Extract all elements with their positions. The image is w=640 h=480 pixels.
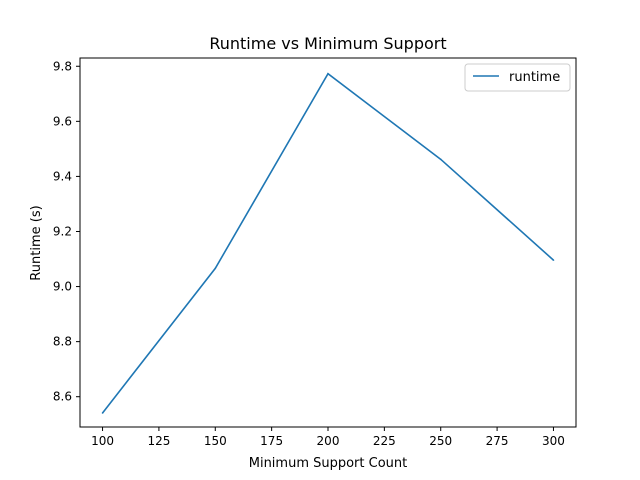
runtime-data-point bbox=[439, 158, 442, 161]
y-tick-label: 9.4 bbox=[53, 169, 72, 183]
x-tick-label: 300 bbox=[542, 434, 565, 448]
runtime-data-point bbox=[101, 412, 104, 414]
x-tick-label: 150 bbox=[204, 434, 227, 448]
x-tick-label: 100 bbox=[91, 434, 114, 448]
x-tick-label: 250 bbox=[429, 434, 452, 448]
x-tick-label: 200 bbox=[317, 434, 340, 448]
y-tick-label: 9.0 bbox=[53, 280, 72, 294]
y-axis-label: Runtime (s) bbox=[29, 205, 44, 280]
y-tick-label: 9.8 bbox=[53, 59, 72, 73]
y-tick-label: 9.6 bbox=[53, 114, 72, 128]
runtime-data-point bbox=[214, 267, 217, 270]
runtime-data-point bbox=[552, 259, 555, 261]
legend: runtime bbox=[464, 63, 571, 92]
runtime-series-points bbox=[101, 72, 555, 414]
y-tick-label: 9.2 bbox=[53, 224, 72, 238]
x-tick-label: 275 bbox=[486, 434, 509, 448]
x-tick-label: 175 bbox=[260, 434, 283, 448]
x-axis-ticks: 100 125 150 175 200 225 250 275 300 bbox=[91, 427, 565, 448]
legend-series-label: runtime bbox=[509, 70, 560, 85]
chart-title: Runtime vs Minimum Support bbox=[209, 34, 446, 53]
runtime-data-point bbox=[327, 72, 329, 75]
x-axis-label: Minimum Support Count bbox=[249, 456, 408, 471]
y-tick-label: 8.8 bbox=[53, 335, 72, 349]
legend-box bbox=[464, 63, 571, 92]
x-tick-label: 125 bbox=[147, 434, 170, 448]
y-axis-ticks: 8.6 8.8 9.0 9.2 9.4 9.6 9.8 bbox=[53, 59, 80, 404]
y-tick-label: 8.6 bbox=[53, 390, 72, 404]
x-tick-label: 225 bbox=[373, 434, 396, 448]
